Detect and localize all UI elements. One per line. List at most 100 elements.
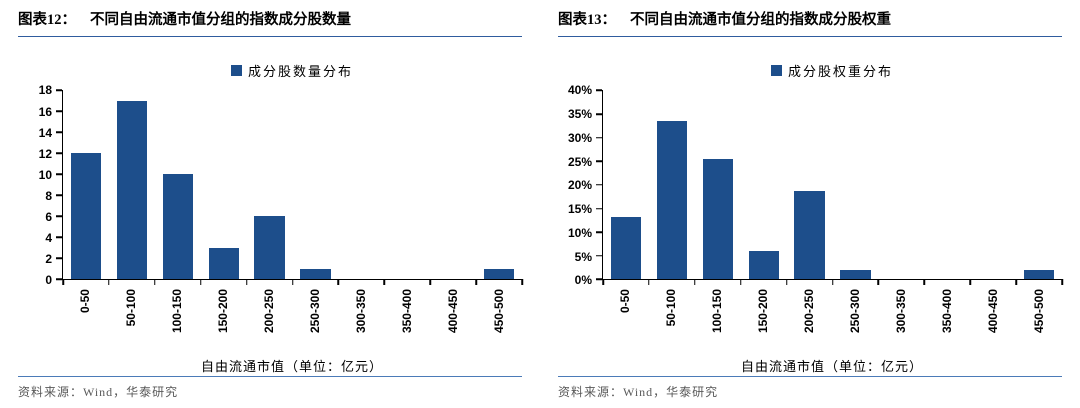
y-tick-label: 10 — [38, 167, 52, 182]
bar-cell — [649, 90, 695, 280]
x-label-cell: 150-200 — [740, 289, 786, 333]
y-tick-label: 14 — [38, 125, 52, 140]
figure-title-text: 不同自由流通市值分组的指数成分股权重 — [630, 12, 891, 28]
plot-area — [596, 89, 1063, 286]
y-tick-mark — [596, 255, 602, 257]
y-tick-label: 30% — [567, 130, 592, 145]
y-tick-mark — [596, 136, 602, 139]
x-tick-label: 400-450 — [446, 289, 460, 334]
x-label-cell: 250-300 — [832, 289, 878, 333]
x-label-cell: 450-500 — [1016, 289, 1062, 333]
figure-title-text: 不同自由流通市值分组的指数成分股数量 — [90, 12, 351, 28]
y-tick-mark — [596, 184, 602, 186]
bar — [254, 216, 285, 280]
bar-cell — [247, 90, 293, 280]
y-tick-label: 0 — [45, 273, 52, 288]
bar — [748, 251, 779, 280]
legend-swatch-icon — [230, 65, 242, 77]
y-tick-label: 16 — [38, 104, 52, 119]
x-label-cell: 50-100 — [648, 289, 694, 326]
x-tick-mark — [877, 279, 880, 286]
legend-swatch-icon — [770, 65, 782, 77]
y-tick-label: 12 — [38, 146, 52, 161]
legend: 成分股数量分布 — [18, 61, 522, 80]
y-axis-spacer — [18, 289, 62, 353]
y-tick-label: 20% — [567, 178, 592, 193]
bar — [1023, 269, 1055, 280]
y-axis: 0% 5% 10% 15% 20% 25% 30% 35% 40% — [558, 84, 602, 286]
x-label-cell: 100-150 — [154, 289, 200, 333]
bar — [483, 268, 515, 280]
figure-title: 图表13： 不同自由流通市值分组的指数成分股权重 — [558, 12, 1062, 38]
y-tick-mark — [56, 152, 62, 155]
y-tick-mark — [56, 173, 62, 176]
x-tick-label: 200-250 — [262, 289, 276, 334]
x-label-cell: 250-300 — [292, 289, 338, 333]
bar-cell — [833, 90, 879, 280]
x-tick-mark — [1015, 279, 1017, 286]
bar-cell — [201, 90, 247, 280]
x-label-cell: 200-250 — [246, 289, 292, 333]
x-tick-label: 250-300 — [308, 289, 322, 334]
bar — [300, 268, 331, 280]
y-tick-mark — [596, 207, 602, 210]
x-label-cell: 350-400 — [924, 289, 970, 333]
bar-cell — [695, 90, 741, 280]
bar-cell — [1016, 90, 1062, 280]
x-tick-label: 450-500 — [1032, 289, 1046, 334]
x-tick-label: 350-400 — [400, 289, 414, 334]
x-tick-label: 200-250 — [802, 289, 816, 334]
y-tick-mark — [596, 89, 602, 92]
x-tick-mark — [475, 279, 477, 286]
x-tick-label: 150-200 — [216, 289, 230, 334]
source-note: 资料来源：Wind，华泰研究 — [558, 376, 1062, 400]
y-tick-label: 0% — [574, 273, 592, 288]
y-tick-mark — [56, 278, 62, 281]
x-label-cell: 0-50 — [602, 289, 648, 313]
bar — [208, 247, 239, 280]
legend-label: 成分股权重分布 — [787, 64, 893, 80]
x-tick-mark — [648, 279, 650, 286]
x-label-cell: 150-200 — [200, 289, 246, 333]
bars — [63, 90, 522, 280]
bar-cell — [384, 90, 430, 279]
x-tick-mark — [199, 279, 202, 286]
x-tick-mark — [337, 279, 340, 286]
x-tick-label: 50-100 — [124, 289, 138, 327]
x-tick-label: 100-150 — [170, 289, 184, 334]
source-text: 资料来源：Wind，华泰研究 — [18, 385, 179, 399]
x-labels-row: 0-50 50-100 100-150 150-200 200-250 250-300 30… — [558, 289, 1062, 353]
y-tick-label: 10% — [567, 225, 592, 240]
x-labels-row: 0-50 50-100 100-150 150-200 200-250 250-300 30… — [18, 289, 522, 353]
bars — [603, 90, 1062, 280]
y-tick-mark — [56, 215, 62, 218]
y-tick-label: 25% — [567, 154, 592, 169]
bar — [70, 153, 102, 280]
y-tick-label: 6 — [45, 210, 52, 225]
x-label-cell: 50-100 — [108, 289, 154, 326]
bar — [794, 191, 825, 280]
bar — [656, 121, 687, 280]
bar — [116, 100, 147, 280]
y-axis-spacer — [558, 289, 602, 353]
bar-cell — [787, 90, 833, 280]
x-tick-labels: 0-50 50-100 100-150 150-200 200-250 250-300 30… — [62, 289, 522, 353]
bar — [702, 158, 733, 280]
x-tick-mark — [154, 279, 156, 286]
x-tick-mark — [521, 279, 523, 286]
bar-cell — [293, 90, 339, 280]
figure-panel-12: 图表12： 不同自由流通市值分组的指数成分股数量 成分股数量分布 0 2 4 6 8 10… — [18, 12, 523, 408]
x-tick-mark — [429, 279, 431, 286]
bar-cell — [476, 90, 522, 280]
y-tick-label: 2 — [45, 252, 52, 267]
x-tick-label: 50-100 — [664, 289, 678, 327]
y-tick-label: 15% — [567, 202, 592, 217]
x-tick-mark — [383, 279, 386, 286]
y-tick-mark — [56, 236, 62, 239]
x-label-cell: 0-50 — [62, 289, 108, 313]
x-label-cell: 450-500 — [476, 289, 522, 333]
bar-cell — [63, 90, 109, 280]
figure-title: 图表12： 不同自由流通市值分组的指数成分股数量 — [18, 12, 522, 38]
plot-row: 0 2 4 6 8 10 12 14 16 18 — [18, 84, 523, 286]
